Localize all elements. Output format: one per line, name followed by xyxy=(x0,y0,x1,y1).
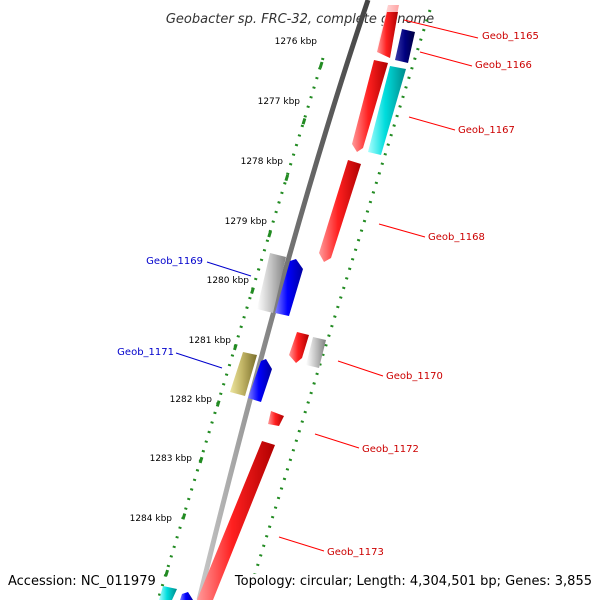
gene-arrow[interactable] xyxy=(268,411,284,426)
kbp-label: 1282 kbp xyxy=(170,395,213,405)
gene-arrow[interactable] xyxy=(368,66,406,155)
gene-features xyxy=(159,5,415,600)
kbp-scale-labels: 1276 kbp 1277 kbp 1278 kbp 1279 kbp 1280… xyxy=(130,37,318,524)
gene-label-geob-1170[interactable]: Geob_1170 xyxy=(386,371,443,382)
gene-label-geob-1168[interactable]: Geob_1168 xyxy=(428,232,485,243)
kbp-label: 1283 kbp xyxy=(150,454,193,464)
gene-arrow[interactable] xyxy=(289,332,309,363)
gene-label-geob-1169[interactable]: Geob_1169 xyxy=(146,256,203,267)
callout-line xyxy=(278,536,325,552)
kbp-label: 1284 kbp xyxy=(130,514,173,524)
gene-label-geob-1171[interactable]: Geob_1171 xyxy=(117,347,174,358)
gene-arrow[interactable] xyxy=(352,60,388,152)
gene-arrow[interactable] xyxy=(306,337,326,368)
gene-label-geob-1173[interactable]: Geob_1173 xyxy=(327,547,384,558)
gene-arrow[interactable] xyxy=(197,441,275,600)
kbp-label: 1276 kbp xyxy=(275,37,318,47)
gene-label-connectors xyxy=(175,19,479,552)
gene-arrow[interactable] xyxy=(275,259,303,316)
kbp-label: 1277 kbp xyxy=(258,97,301,107)
callout-line xyxy=(206,261,252,277)
callout-line xyxy=(403,19,479,39)
genome-summary-text: Topology: circular; Length: 4,304,501 bp… xyxy=(230,574,592,589)
gene-arrow[interactable] xyxy=(230,352,257,396)
kbp-label: 1278 kbp xyxy=(241,157,284,167)
gene-label-geob-1167[interactable]: Geob_1167 xyxy=(458,125,515,136)
gene-labels: Geob_1165 Geob_1166 Geob_1167 Geob_1168 … xyxy=(117,31,539,558)
gene-arrow[interactable] xyxy=(159,586,177,600)
accession-text: Accession: NC_011979 xyxy=(8,574,160,589)
callout-line xyxy=(314,433,360,449)
kbp-label: 1279 kbp xyxy=(225,217,268,227)
kbp-label: 1280 kbp xyxy=(207,276,250,286)
callout-line xyxy=(419,51,473,67)
gene-arrow[interactable] xyxy=(395,29,415,63)
callout-line xyxy=(408,116,456,131)
callout-line xyxy=(378,223,426,238)
gene-arrow[interactable] xyxy=(319,160,361,262)
kbp-label: 1281 kbp xyxy=(189,336,232,346)
gene-arrow[interactable] xyxy=(248,359,272,402)
gene-arrow[interactable] xyxy=(257,253,286,313)
callout-line xyxy=(175,352,223,369)
gene-label-geob-1165[interactable]: Geob_1165 xyxy=(482,31,539,42)
gene-label-geob-1166[interactable]: Geob_1166 xyxy=(475,60,532,71)
gene-arrow[interactable] xyxy=(377,12,398,58)
callout-line xyxy=(337,360,384,377)
genome-backbone xyxy=(196,0,371,600)
gene-arrow[interactable] xyxy=(180,592,193,600)
inner-ruler xyxy=(248,9,432,591)
map-title: Geobacter sp. FRC-32, complete genome xyxy=(166,12,434,27)
ruler-tick-row xyxy=(248,9,432,591)
gene-label-geob-1172[interactable]: Geob_1172 xyxy=(362,444,419,455)
